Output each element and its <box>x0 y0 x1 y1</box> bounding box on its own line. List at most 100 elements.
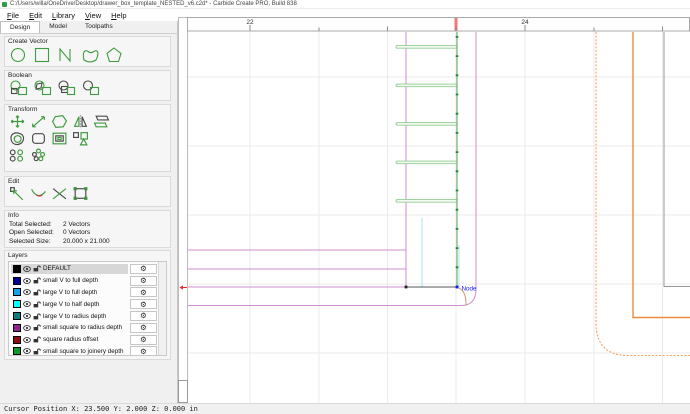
join-vectors-tool-icon[interactable] <box>51 186 68 201</box>
menu-library[interactable]: Library <box>52 10 75 20</box>
ruler-label: 24 <box>521 19 529 26</box>
cursor-y-marker <box>179 285 187 290</box>
unlock-icon[interactable] <box>33 313 41 320</box>
text-tool-icon[interactable]: T <box>129 46 149 64</box>
trim-vectors-tool-icon[interactable] <box>30 186 47 201</box>
menu-file[interactable]: File <box>7 10 20 20</box>
eye-icon[interactable] <box>23 336 31 343</box>
layer-name: small square to joinery depth <box>43 347 124 355</box>
layer-settings-button[interactable]: ⚙ <box>130 322 157 333</box>
align-tool-icon[interactable] <box>72 131 89 146</box>
layer-color-swatch[interactable] <box>13 335 21 344</box>
tab-design[interactable]: Design <box>0 21 41 33</box>
design-canvas[interactable]: Node 22 24 <box>178 14 690 403</box>
status-bar: Cursor Position X: 23.500 Y: 2.000 Z: 0.… <box>0 403 690 414</box>
move-tool-icon[interactable] <box>9 114 26 129</box>
layer-row[interactable]: large V to half depth ⚙ <box>11 298 157 310</box>
tab-model[interactable]: Model <box>49 23 67 30</box>
unlock-icon[interactable] <box>33 289 41 296</box>
layer-color-swatch[interactable] <box>13 264 21 273</box>
layer-settings-button[interactable]: ⚙ <box>130 311 157 322</box>
unlock-icon[interactable] <box>33 348 41 355</box>
layer-settings-button[interactable]: ⚙ <box>130 275 157 286</box>
orange-rect-corner <box>632 32 690 319</box>
eye-icon[interactable] <box>23 277 31 284</box>
info-value: 0 Vectors <box>63 229 91 236</box>
skew-tool-icon[interactable] <box>93 114 110 129</box>
info-value: 2 Vectors <box>63 220 91 228</box>
scatter-array-tool-icon[interactable] <box>30 148 47 163</box>
layer-color-swatch[interactable] <box>13 300 21 309</box>
menu-help[interactable]: Help <box>111 10 127 20</box>
eye-icon[interactable] <box>23 313 31 319</box>
layer-list: DEFAULT ⚙ small V to full depth ⚙ large … <box>8 261 167 358</box>
ruler-label: 22 <box>246 19 254 26</box>
app-icon <box>2 1 7 7</box>
layer-name: square radius offset <box>43 336 99 344</box>
polyline-tool-icon[interactable] <box>57 46 77 64</box>
layer-row[interactable]: square radius offset ⚙ <box>11 334 157 346</box>
horizontal-ruler: 22 24 <box>187 17 690 32</box>
round-corners-tool-icon[interactable] <box>30 131 47 146</box>
gear-icon: ⚙ <box>140 264 147 274</box>
nest-vectors-tool-icon[interactable] <box>51 131 68 146</box>
boolean-subtract-icon[interactable] <box>33 80 53 96</box>
boolean-union-icon[interactable] <box>9 80 29 96</box>
layer-row[interactable]: small square to joinery depth ⚙ <box>11 346 157 358</box>
layer-name: small V to full depth <box>43 277 98 285</box>
layer-name: small square to radius depth <box>43 324 123 332</box>
layer-settings-button[interactable]: ⚙ <box>130 263 157 274</box>
group-title: Layers <box>8 252 28 259</box>
selected-segment <box>404 285 457 289</box>
unlock-icon[interactable] <box>33 277 41 284</box>
unlock-icon[interactable] <box>33 336 41 343</box>
layer-settings-button[interactable]: ⚙ <box>130 287 157 298</box>
green-joinery-vectors <box>395 32 459 287</box>
eye-icon[interactable] <box>23 289 31 296</box>
rotate-tool-icon[interactable] <box>51 114 68 129</box>
layer-color-swatch[interactable] <box>13 312 21 321</box>
circle-tool-icon[interactable] <box>9 46 29 64</box>
menu-view[interactable]: View <box>84 10 102 20</box>
menu-edit[interactable]: Edit <box>29 10 43 20</box>
circular-array-tool-icon[interactable] <box>9 148 26 163</box>
layer-list-scrollbar[interactable] <box>158 262 166 355</box>
gear-icon: ⚙ <box>140 346 147 356</box>
layer-color-swatch[interactable] <box>13 347 21 356</box>
layer-row[interactable]: large V to full depth ⚙ <box>11 287 157 299</box>
boolean-intersect-icon[interactable] <box>57 80 77 96</box>
unlock-icon[interactable] <box>33 301 41 308</box>
node-edit-tool-icon[interactable] <box>9 186 26 201</box>
polygon-tool-icon[interactable] <box>105 46 125 64</box>
hovered-node[interactable]: Node <box>455 286 477 293</box>
gray-rect-corner <box>663 32 690 287</box>
layer-row[interactable]: large V to radius depth ⚙ <box>11 310 157 322</box>
layer-name: large V to full depth <box>43 288 98 296</box>
scale-tool-icon[interactable] <box>30 114 47 129</box>
mirror-tool-icon[interactable] <box>72 114 89 129</box>
layer-row[interactable]: small square to radius depth ⚙ <box>11 322 157 334</box>
tab-toolpaths[interactable]: Toolpaths <box>84 23 113 30</box>
layer-color-swatch[interactable] <box>13 323 21 332</box>
layer-row[interactable]: small V to full depth ⚙ <box>11 275 157 287</box>
boolean-keep-icon[interactable] <box>81 80 101 96</box>
layer-color-swatch[interactable] <box>13 288 21 297</box>
gear-icon: ⚙ <box>140 287 147 297</box>
layer-color-swatch[interactable] <box>13 276 21 285</box>
layer-row[interactable]: DEFAULT ⚙ <box>11 263 157 275</box>
eye-icon[interactable] <box>23 266 31 272</box>
rectangle-tool-icon[interactable] <box>33 46 53 64</box>
offset-path-tool-icon[interactable] <box>9 131 26 146</box>
eye-icon[interactable] <box>23 301 31 308</box>
layer-settings-button[interactable]: ⚙ <box>130 346 157 357</box>
edit-shape-tool-icon[interactable] <box>72 186 89 201</box>
layer-settings-button[interactable]: ⚙ <box>130 299 157 310</box>
unlock-icon[interactable] <box>33 265 41 272</box>
curve-tool-icon[interactable] <box>81 46 101 64</box>
unlock-icon[interactable] <box>33 324 41 331</box>
layer-settings-button[interactable]: ⚙ <box>130 334 157 345</box>
cyan-vectors <box>421 218 460 287</box>
group-title: Edit <box>8 178 20 185</box>
eye-icon[interactable] <box>23 348 31 355</box>
eye-icon[interactable] <box>23 325 31 331</box>
